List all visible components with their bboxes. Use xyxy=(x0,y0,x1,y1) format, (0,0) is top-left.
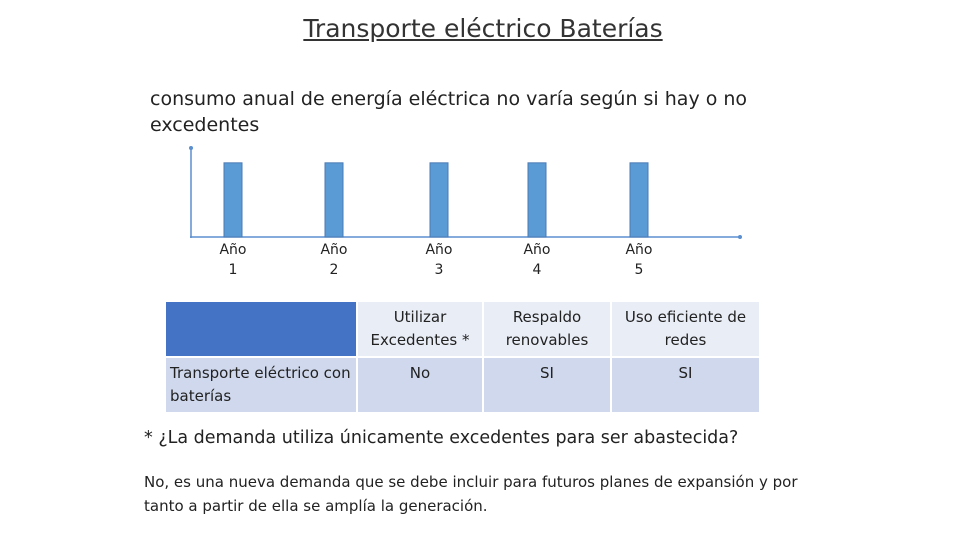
cell: SI xyxy=(482,356,612,414)
table-header: Utilizar Excedentes * Respaldo renovable… xyxy=(164,300,761,358)
bar xyxy=(324,162,344,238)
table: Utilizar Excedentes * Respaldo renovable… xyxy=(164,300,761,414)
row-label: Transporte eléctrico con baterías xyxy=(164,356,358,414)
category-label: Año 3 xyxy=(425,242,453,278)
cell: SI xyxy=(610,356,761,414)
bar xyxy=(429,162,449,238)
category-label: Año 4 xyxy=(523,242,551,278)
chart xyxy=(189,146,742,239)
title: Transporte eléctrico Baterías xyxy=(303,14,663,43)
category-label: Año 1 xyxy=(219,242,247,278)
category-label: Año 2 xyxy=(320,242,348,278)
bar xyxy=(629,162,649,238)
question: * ¿La demanda utiliza únicamente exceden… xyxy=(144,428,739,448)
header-cell: Uso eficiente de redes xyxy=(610,300,761,358)
category-label: Año 5 xyxy=(625,242,653,278)
bar xyxy=(223,162,243,238)
cell: No xyxy=(356,356,484,414)
table-row: Transporte eléctrico con baterías No SI … xyxy=(164,356,761,414)
header-cell xyxy=(164,300,358,358)
bar xyxy=(527,162,547,238)
axis-end xyxy=(189,146,193,150)
axis-end xyxy=(738,235,742,239)
subtitle: consumo anual de energía eléctrica no va… xyxy=(150,88,748,136)
answer: No, es una nueva demanda que se debe inc… xyxy=(144,473,798,515)
header-cell: Utilizar Excedentes * xyxy=(356,300,484,358)
header-cell: Respaldo renovables xyxy=(482,300,612,358)
